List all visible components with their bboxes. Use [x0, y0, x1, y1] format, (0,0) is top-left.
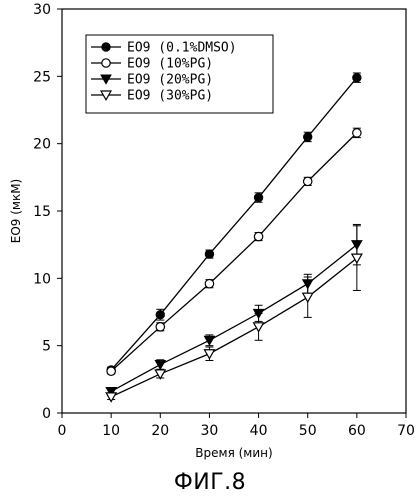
x-tick-label: 10	[102, 423, 120, 439]
data-point	[352, 128, 362, 138]
data-point	[352, 72, 362, 83]
data-point	[154, 360, 167, 371]
y-tick-label: 20	[33, 137, 51, 153]
data-point	[203, 349, 216, 360]
y-tick-label: 30	[33, 2, 51, 18]
data-point	[203, 335, 216, 347]
legend-marker	[100, 74, 112, 85]
series-line	[110, 77, 358, 371]
data-point	[204, 278, 215, 289]
series-line	[110, 257, 358, 398]
data-point	[105, 386, 118, 398]
series-4	[105, 225, 363, 403]
x-tick-label: 0	[58, 423, 67, 439]
axis-ticks: 0 10 20 30 40 50 60 70 0 5 10 15 20 25 30	[33, 2, 415, 439]
x-tick-label: 50	[299, 423, 317, 439]
y-tick-label: 0	[42, 406, 51, 422]
legend-marker	[99, 90, 113, 101]
y-tick-label: 25	[33, 69, 51, 85]
data-point	[303, 132, 313, 142]
series-layer	[105, 72, 363, 403]
legend-label: EO9 (30%PG)	[127, 89, 213, 104]
y-tick-label: 15	[33, 204, 51, 220]
data-point	[105, 392, 118, 403]
data-point	[154, 369, 167, 380]
series-line	[110, 132, 358, 372]
data-point	[106, 366, 116, 377]
y-tick-label: 5	[42, 339, 51, 355]
data-point	[155, 322, 166, 332]
data-point	[253, 192, 264, 203]
data-point	[252, 322, 265, 333]
figure-caption: ФИГ.8	[173, 470, 247, 495]
x-tick-label: 40	[250, 423, 268, 439]
series-1	[106, 72, 362, 375]
x-tick-label: 30	[201, 423, 219, 439]
y-tick-label: 10	[33, 271, 51, 287]
data-point	[301, 292, 314, 304]
legend-marker	[101, 42, 111, 52]
legend-label: EO9 (10%PG)	[127, 57, 213, 72]
x-tick-label: 60	[348, 423, 366, 439]
legend-label: EO9 (20%PG)	[127, 73, 213, 88]
series-3	[105, 223, 363, 398]
x-tick-label: 20	[151, 423, 169, 439]
data-point	[302, 176, 313, 187]
legend: EO9 (0.1%DMSO)EO9 (10%PG)EO9 (20%PG)EO9 …	[85, 34, 274, 114]
x-axis-label: Время (мин)	[195, 446, 272, 460]
chart: 0 10 20 30 40 50 60 70 0 5 10 15 20 25 30 EO9 (0.1%DMS…	[9, 2, 415, 460]
legend-marker	[101, 58, 111, 68]
series-line	[110, 244, 358, 393]
data-point	[253, 231, 264, 242]
data-point	[350, 253, 363, 265]
legend-box	[85, 34, 274, 114]
data-point	[155, 309, 165, 320]
series-2	[106, 127, 362, 377]
data-point	[204, 249, 215, 259]
x-tick-label: 70	[397, 423, 415, 439]
y-axis-label: EO9 (мкМ)	[9, 179, 23, 244]
legend-label: EO9 (0.1%DMSO)	[127, 41, 237, 56]
